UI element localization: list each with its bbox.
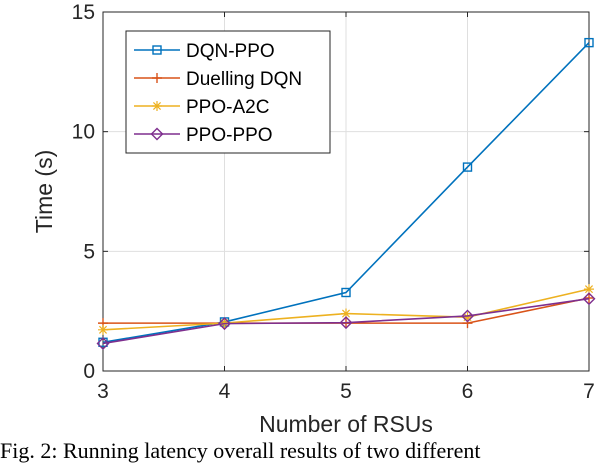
series-ppo-a2c xyxy=(98,284,594,335)
legend-label: PPO-PPO xyxy=(186,125,273,146)
legend-entry: DQN-PPO xyxy=(134,41,275,62)
x-axis-label: Number of RSUs xyxy=(259,411,433,437)
legend-swatch-marker xyxy=(152,73,162,83)
data-point xyxy=(461,309,474,323)
legend-label: DQN-PPO xyxy=(186,41,275,62)
legend-swatch-marker xyxy=(152,101,162,111)
series-line xyxy=(102,297,590,345)
legend-entry: PPO-A2C xyxy=(134,97,269,118)
series-ppo-ppo xyxy=(96,292,596,350)
y-tick-label: 15 xyxy=(72,1,95,24)
legend-swatch-marker xyxy=(150,127,164,141)
x-tick-label: 5 xyxy=(340,380,352,403)
line-chart: 3 4 5 6 7 0 5 10 15 DQN-PPO Duelling DQN PPO-A2C PP… xyxy=(31,1,596,437)
data-point xyxy=(339,316,353,330)
y-tick-label: 10 xyxy=(72,121,95,144)
legend-entry: PPO-PPO xyxy=(134,125,273,146)
legend-swatch-marker xyxy=(152,45,162,55)
y-axis-label: Time (s) xyxy=(31,150,57,233)
data-point xyxy=(462,312,473,323)
legend-label: PPO-A2C xyxy=(186,97,269,118)
x-tick-label: 4 xyxy=(219,380,231,403)
data-point xyxy=(582,292,596,306)
legend-label: Duelling DQN xyxy=(186,69,302,90)
data-point xyxy=(218,317,231,331)
x-tick-label: 7 xyxy=(583,380,595,403)
figure-caption: Fig. 2: Running latency overall results … xyxy=(0,438,481,463)
x-tick-label: 3 xyxy=(97,380,109,403)
data-point xyxy=(584,293,594,304)
x-tick-label: 6 xyxy=(462,380,474,403)
data-point xyxy=(98,324,108,335)
legend: DQN-PPO Duelling DQN PPO-A2C PPO-PPO xyxy=(125,30,331,154)
y-tick-label: 0 xyxy=(83,360,95,383)
data-point xyxy=(462,162,473,172)
axis-ticks: 3 4 5 6 7 0 5 10 15 xyxy=(72,1,595,403)
y-tick-label: 5 xyxy=(83,240,95,263)
data-point xyxy=(96,336,110,350)
series-line xyxy=(102,42,590,344)
data-point xyxy=(341,287,351,298)
legend-box xyxy=(125,30,331,154)
data-point xyxy=(584,284,594,295)
data-point xyxy=(584,37,594,48)
legend-entry: Duelling DQN xyxy=(134,69,302,90)
data-series xyxy=(96,37,596,350)
data-point xyxy=(341,308,351,319)
